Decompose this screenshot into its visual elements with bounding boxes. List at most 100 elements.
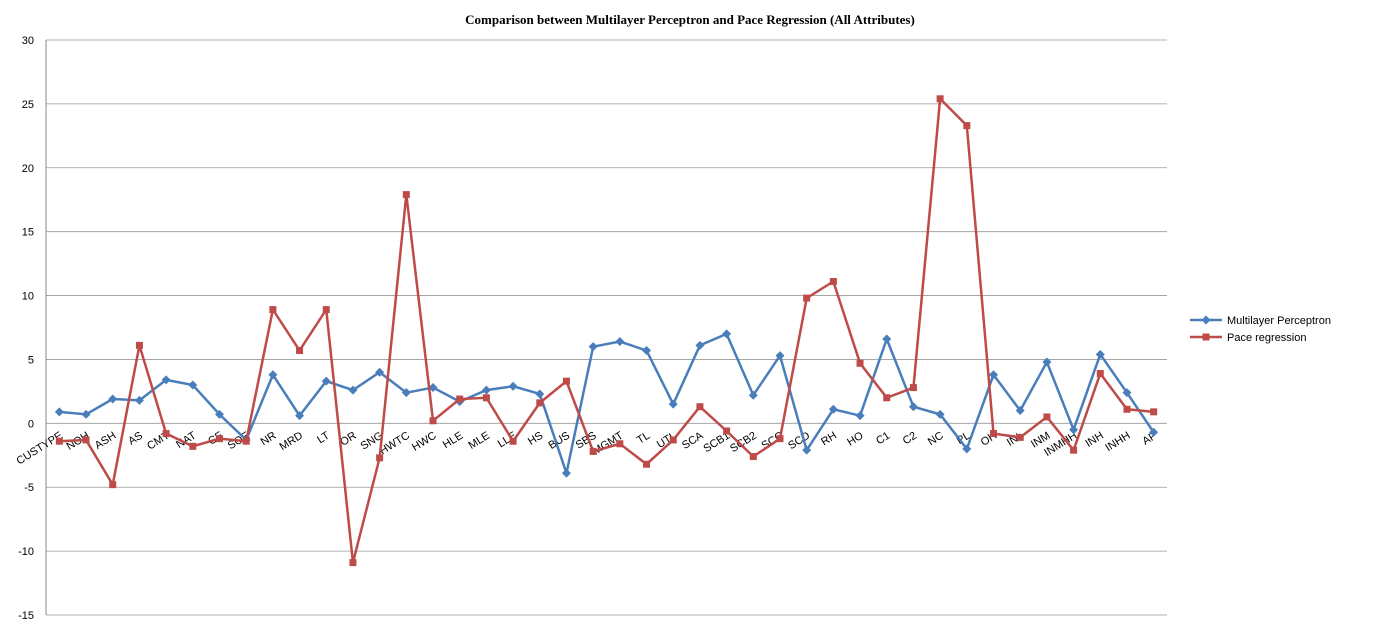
legend-label: Pace regression [1227, 332, 1307, 344]
x-tick-label: HO [845, 429, 866, 448]
marker [1122, 388, 1132, 398]
y-tick-label: -5 [24, 482, 34, 494]
marker [509, 437, 517, 445]
marker [802, 445, 812, 455]
x-tick-label: HS [526, 430, 545, 448]
marker [109, 481, 117, 489]
marker [882, 334, 892, 344]
marker [375, 367, 385, 377]
x-tick-label: MRD [278, 430, 306, 453]
x-tick-label: SCA [680, 429, 706, 452]
y-tick-label: 5 [28, 354, 34, 366]
marker [749, 453, 757, 461]
marker [428, 383, 438, 393]
x-tick-label: NR [259, 430, 279, 449]
marker [562, 377, 570, 385]
x-tick-label: MLE [466, 430, 492, 452]
marker [1070, 446, 1078, 454]
marker [429, 417, 437, 425]
marker [588, 342, 598, 352]
marker [322, 306, 330, 314]
marker [456, 395, 464, 403]
marker [723, 427, 731, 435]
marker [616, 440, 624, 448]
marker [722, 329, 732, 339]
marker [963, 122, 971, 130]
marker [909, 384, 917, 392]
marker [349, 559, 357, 567]
marker [82, 436, 90, 444]
marker [535, 389, 545, 399]
marker [402, 191, 410, 199]
marker [162, 430, 170, 438]
marker [214, 409, 224, 419]
marker [482, 394, 490, 402]
marker [189, 442, 197, 450]
y-tick-label: 0 [28, 418, 34, 430]
x-tick-label: LT [315, 430, 332, 447]
marker [962, 444, 972, 454]
marker [348, 385, 358, 395]
marker [108, 394, 118, 404]
y-tick-label: 15 [22, 227, 34, 239]
y-tick-label: 10 [22, 291, 34, 303]
marker [696, 403, 704, 411]
x-tick-label: TL [635, 430, 652, 447]
marker [1042, 357, 1052, 367]
x-tick-label: INHH [1103, 430, 1132, 454]
marker [481, 385, 491, 395]
marker [135, 341, 143, 349]
marker [748, 390, 758, 400]
marker [1095, 349, 1105, 359]
marker [803, 294, 811, 302]
marker [883, 394, 891, 402]
marker [321, 376, 331, 386]
marker [376, 454, 384, 462]
marker [643, 460, 651, 468]
marker [589, 447, 597, 455]
marker [561, 468, 571, 478]
marker [856, 359, 864, 367]
x-tick-label: C1 [874, 430, 892, 448]
x-tick-label: C2 [901, 430, 919, 448]
x-tick-label: NC [926, 430, 946, 449]
marker [668, 399, 678, 409]
marker [1123, 405, 1131, 413]
marker [695, 340, 705, 350]
marker [1043, 413, 1051, 421]
marker [1016, 433, 1024, 441]
y-tick-label: -10 [18, 546, 34, 558]
y-tick-label: -15 [18, 610, 34, 621]
marker [269, 306, 277, 314]
x-tick-label: SCB2 [728, 430, 759, 455]
legend-label: Multilayer Perceptron [1227, 315, 1331, 327]
marker [990, 430, 998, 438]
marker [908, 402, 918, 412]
marker [242, 437, 250, 445]
marker [1150, 408, 1158, 416]
marker [55, 437, 63, 445]
x-tick-label: RH [819, 430, 839, 449]
marker [936, 95, 944, 103]
marker [776, 435, 784, 443]
marker [828, 404, 838, 414]
marker [81, 409, 91, 419]
marker [1149, 427, 1159, 437]
marker [1096, 370, 1104, 377]
marker [1202, 333, 1210, 341]
marker [1069, 425, 1079, 435]
marker [508, 381, 518, 391]
y-tick-label: 20 [22, 163, 34, 175]
marker [935, 409, 945, 419]
marker [401, 388, 411, 398]
x-tick-label: HWC [410, 430, 439, 454]
x-tick-label: ASH [93, 430, 119, 452]
marker [642, 346, 652, 355]
series-line [59, 332, 1155, 478]
marker [215, 435, 223, 443]
marker [829, 278, 837, 285]
y-tick-label: 25 [22, 99, 34, 111]
marker [1201, 315, 1211, 325]
marker [669, 436, 677, 444]
marker [296, 347, 304, 354]
